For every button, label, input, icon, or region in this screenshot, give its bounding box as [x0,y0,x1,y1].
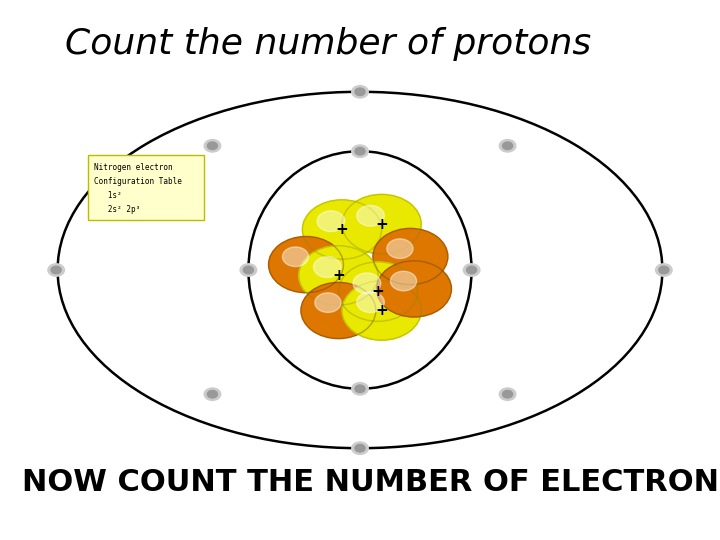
Circle shape [48,264,65,276]
Circle shape [282,247,309,267]
Circle shape [503,142,513,150]
Text: +: + [332,268,345,283]
Circle shape [204,140,220,152]
Text: Count the number of protons: Count the number of protons [65,27,591,61]
Circle shape [656,264,672,276]
Circle shape [390,271,417,291]
Circle shape [499,388,516,401]
Circle shape [207,142,217,150]
Circle shape [352,145,368,157]
Circle shape [659,266,669,274]
Circle shape [356,205,384,226]
Circle shape [352,85,368,98]
Circle shape [377,261,451,317]
Circle shape [352,382,368,395]
Text: Nitrogen electron: Nitrogen electron [94,163,173,172]
Circle shape [243,266,253,274]
Circle shape [464,264,480,276]
Circle shape [342,194,421,254]
Circle shape [355,147,365,155]
FancyBboxPatch shape [88,155,204,220]
Text: +: + [375,303,388,318]
Text: +: + [372,284,384,299]
Circle shape [301,282,376,339]
Text: 1s²: 1s² [94,191,122,200]
Circle shape [313,256,341,278]
Circle shape [299,246,378,305]
Circle shape [51,266,61,274]
Text: +: + [375,217,388,232]
Text: +: + [336,222,348,237]
Circle shape [352,442,368,454]
Circle shape [353,273,381,294]
Text: 2s² 2p³: 2s² 2p³ [94,205,140,213]
Circle shape [355,88,365,96]
Circle shape [355,444,365,452]
Text: Configuration Table: Configuration Table [94,177,182,186]
Circle shape [207,390,217,398]
Circle shape [356,292,384,313]
Circle shape [302,200,382,259]
Circle shape [338,262,418,321]
Circle shape [342,281,421,340]
Circle shape [499,140,516,152]
Circle shape [355,385,365,393]
Circle shape [240,264,256,276]
Circle shape [204,388,220,401]
Circle shape [317,211,345,232]
Circle shape [503,390,513,398]
Circle shape [467,266,477,274]
Circle shape [373,228,448,285]
Circle shape [387,239,413,259]
Circle shape [315,293,341,313]
Circle shape [269,237,343,293]
Text: NOW COUNT THE NUMBER OF ELECTRONS: NOW COUNT THE NUMBER OF ELECTRONS [22,468,720,497]
